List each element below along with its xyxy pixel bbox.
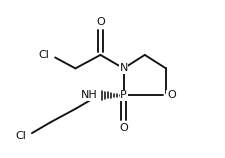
Text: Cl: Cl — [15, 131, 26, 141]
Text: O: O — [119, 123, 127, 133]
Text: O: O — [166, 90, 175, 100]
Text: Cl: Cl — [38, 50, 49, 60]
Text: O: O — [96, 17, 104, 27]
Text: NH: NH — [81, 90, 97, 100]
Text: P: P — [120, 90, 126, 100]
Text: N: N — [119, 63, 127, 73]
